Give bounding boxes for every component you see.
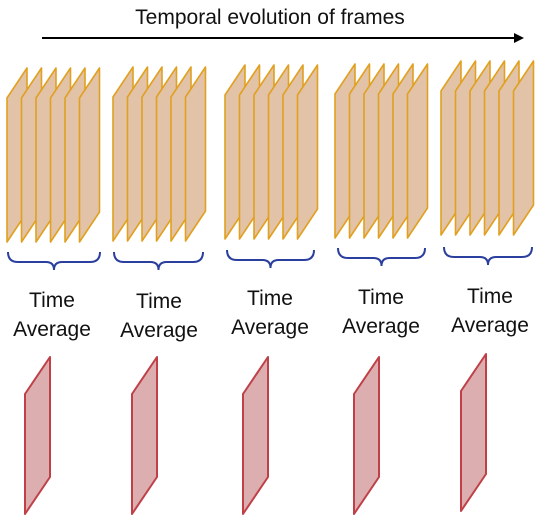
average-label: Average <box>13 318 91 341</box>
frame <box>78 67 101 243</box>
averaged-frame <box>24 356 51 515</box>
frame-groups: Time Average Time Average Time Average Time Ave… <box>6 60 535 515</box>
averaged-frame <box>242 356 269 515</box>
frame-group-1: Time Average <box>6 67 101 515</box>
brace <box>113 251 204 271</box>
average-label: Average <box>342 315 420 338</box>
brace <box>7 251 101 271</box>
frame-group-3: Time Average <box>224 64 319 515</box>
time-label: Time <box>29 289 75 312</box>
time-label: Time <box>247 287 293 310</box>
frame-group-5: Time Average <box>440 60 535 512</box>
time-label: Time <box>136 290 182 313</box>
frame-group-2: Time Average <box>112 66 207 515</box>
frame <box>512 60 535 236</box>
average-label: Average <box>120 319 198 342</box>
time-label: Time <box>358 286 404 309</box>
frame <box>184 66 207 242</box>
averaged-frame <box>460 353 487 512</box>
brace <box>226 249 315 269</box>
frame <box>296 64 319 240</box>
averaged-frame <box>353 356 380 515</box>
frame-group-4: Time Average <box>334 63 429 515</box>
brace <box>337 247 426 267</box>
time-label: Time <box>467 285 513 308</box>
average-label: Average <box>231 316 309 339</box>
diagram-title: Temporal evolution of frames <box>135 6 405 29</box>
averaged-frame <box>131 356 158 515</box>
brace <box>443 246 533 266</box>
frame <box>406 63 429 239</box>
average-label: Average <box>451 314 529 337</box>
